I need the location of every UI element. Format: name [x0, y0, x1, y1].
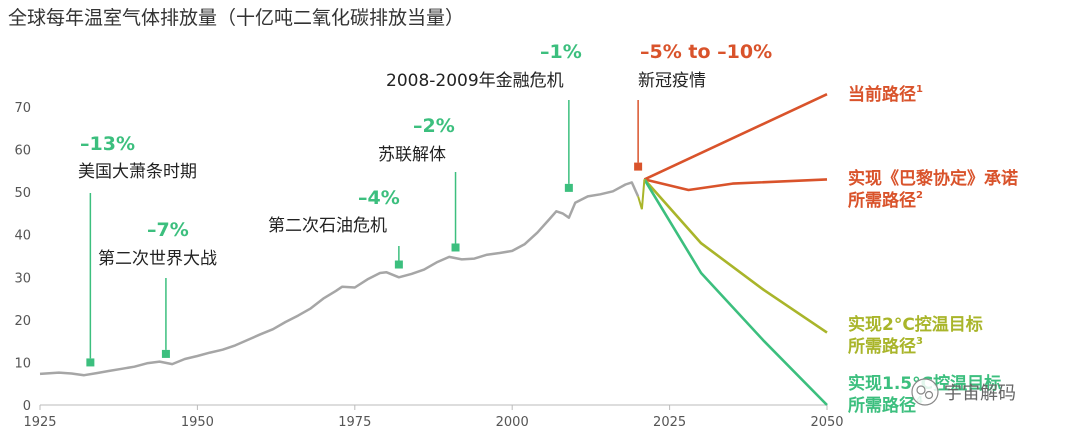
- event-label-1: 美国大萧条时期: [78, 162, 197, 182]
- axes: 1925 1950 1975 2000 2025 2050 0 10 20 30 40 50 60 70: [14, 101, 843, 430]
- scenario-line-1: [643, 93, 828, 181]
- scenario-label-2-line1: 实现《巴黎协定》承诺: [848, 168, 1018, 189]
- event-label-5: 2008-2009年金融危机: [386, 71, 564, 91]
- scenario-label-3-line2: 所需路径3: [848, 336, 923, 357]
- event-marker-1: [86, 358, 95, 367]
- scenario-label-1: 当前路径1: [848, 84, 923, 105]
- event-label-3: 第二次石油危机: [268, 216, 387, 236]
- scenario-line-2: [644, 178, 828, 192]
- y-tick-label-3: 30: [14, 271, 31, 286]
- scenario-label-4-line2: 所需路径4: [848, 395, 923, 416]
- historical-series: [39, 181, 640, 377]
- event-pct-4: –2%: [413, 115, 455, 137]
- event-pct-1: –13%: [80, 133, 135, 155]
- footnote-marker: 3: [916, 336, 923, 347]
- event-annotations: –13% 美国大萧条时期 –7% 第二次世界大战 –4% 第二次石油危机 –2% 苏联解体 –1…: [78, 41, 772, 367]
- x-tick-label-1: 1950: [181, 415, 214, 430]
- scenario-label-3-line1: 实现2°C控温目标: [848, 314, 983, 335]
- scenario-label-2-line2: 所需路径2: [848, 190, 923, 211]
- wechat-icon-bubble: [916, 385, 926, 395]
- y-tick-label-1: 10: [14, 356, 31, 371]
- y-tick-label-4: 40: [14, 229, 31, 244]
- wechat-icon-bubble-2: [924, 390, 934, 400]
- footnote-marker: 2: [916, 190, 923, 201]
- y-tick-label-7: 70: [14, 101, 31, 116]
- y-tick-label-2: 20: [14, 314, 31, 329]
- x-tick-label-2: 1975: [338, 415, 371, 430]
- x-tick-label-4: 2025: [653, 415, 686, 430]
- scenario-line-3: [643, 178, 828, 334]
- y-tick-label-6: 60: [14, 144, 31, 159]
- event-marker-6: [634, 162, 643, 171]
- event-marker-3: [394, 260, 403, 269]
- event-pct-2: –7%: [147, 219, 189, 241]
- watermark: 宇宙解码: [911, 378, 1016, 406]
- x-tick-label-0: 1925: [23, 415, 56, 430]
- event-pct-3: –4%: [358, 187, 400, 209]
- chart-title: 全球每年温室气体排放量（十亿吨二氧化碳排放当量）: [8, 7, 464, 29]
- historical-line: [39, 181, 640, 377]
- x-tick-label-5: 2050: [810, 415, 843, 430]
- event-label-2: 第二次世界大战: [98, 249, 217, 269]
- y-tick-label-0: 0: [23, 399, 31, 414]
- x-tick-label-3: 2000: [496, 415, 529, 430]
- watermark-text: 宇宙解码: [944, 383, 1016, 404]
- covid-dip: [637, 179, 646, 210]
- event-label-6: 新冠疫情: [638, 71, 706, 91]
- event-marker-4: [451, 243, 460, 252]
- scenario-line-4: [643, 178, 828, 406]
- event-pct-6: –5% to –10%: [640, 41, 772, 63]
- scenario-series: 当前路径1实现《巴黎协定》承诺所需路径2实现2°C控温目标所需路径3实现1.5°…: [637, 84, 1018, 416]
- event-pct-5: –1%: [540, 41, 582, 63]
- event-label-4: 苏联解体: [378, 145, 446, 165]
- event-marker-5: [564, 183, 573, 192]
- footnote-marker: 1: [916, 84, 923, 95]
- event-marker-2: [161, 349, 170, 358]
- y-tick-label-5: 50: [14, 186, 31, 201]
